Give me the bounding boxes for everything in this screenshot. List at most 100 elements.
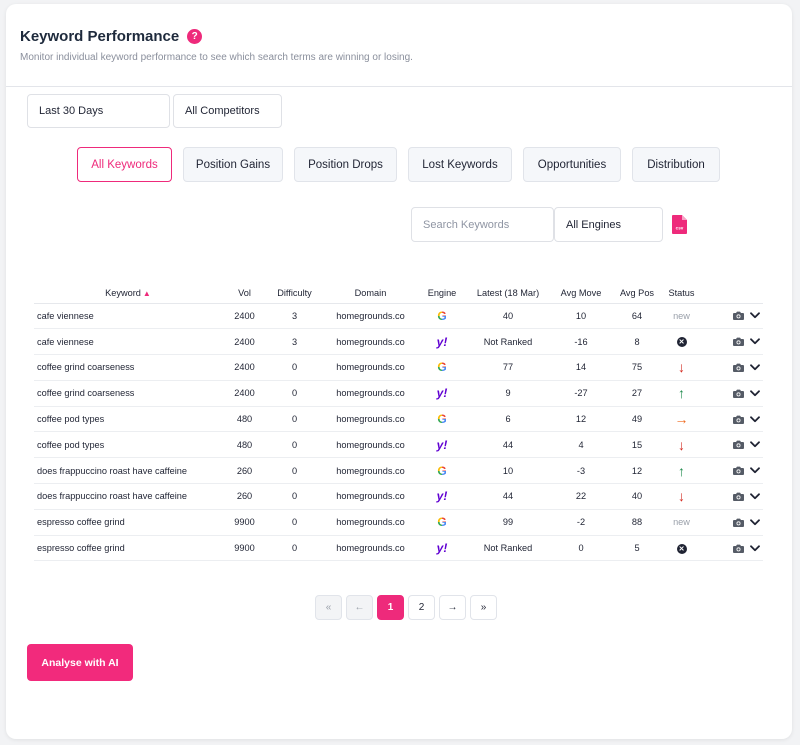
camera-icon[interactable]	[733, 363, 744, 372]
camera-icon[interactable]	[733, 337, 744, 347]
avg-move-cell: -27	[551, 380, 611, 407]
chevron-down-icon[interactable]	[750, 493, 760, 500]
next-page-button[interactable]: →	[439, 595, 466, 620]
col-vol[interactable]: Vol	[222, 283, 267, 304]
csv-export-icon[interactable]: csv	[672, 215, 687, 234]
engine-cell: G	[419, 406, 465, 433]
chevron-down-icon[interactable]	[750, 312, 760, 319]
google-icon: G	[437, 463, 447, 478]
help-icon[interactable]: ?	[187, 29, 203, 44]
page-1-button[interactable]: 1	[377, 595, 404, 620]
avg-pos-cell: 8	[611, 328, 663, 356]
avg-pos-cell: 40	[611, 483, 663, 510]
avg-move-cell: -16	[551, 328, 611, 356]
tab-lost-keywords[interactable]: Lost Keywords	[408, 147, 512, 182]
col-keyword-label: Keyword	[105, 287, 141, 298]
chevron-down-icon[interactable]	[750, 415, 760, 423]
difficulty-cell: 0	[267, 406, 322, 433]
avg-move-cell: 4	[551, 431, 611, 459]
table-row[interactable]: cafe viennese 2400 3 homegrounds.co G 40…	[34, 303, 763, 330]
avg-pos-cell: 12	[611, 457, 663, 485]
competitors-select[interactable]: All Competitors	[173, 94, 282, 128]
yahoo-icon: y!	[436, 541, 448, 556]
analyse-with-ai-button[interactable]: Analyse with AI	[27, 644, 133, 681]
camera-icon[interactable]	[733, 415, 744, 424]
prev-page-button[interactable]: ←	[346, 595, 373, 620]
tab-opportunities[interactable]: Opportunities	[523, 147, 621, 182]
camera-icon[interactable]	[733, 518, 744, 527]
camera-icon[interactable]	[733, 492, 744, 501]
avg-move-cell: -3	[551, 457, 611, 485]
chevron-down-icon[interactable]	[750, 467, 760, 474]
difficulty-cell: 0	[267, 509, 322, 536]
tab-position-gains[interactable]: Position Gains	[183, 147, 283, 182]
last-page-button[interactable]: »	[470, 595, 497, 620]
col-avg-move[interactable]: Avg Move	[551, 283, 611, 304]
col-engine[interactable]: Engine	[419, 283, 465, 304]
table-row[interactable]: coffee grind coarseness 2400 0 homegroun…	[34, 380, 763, 407]
chevron-down-icon[interactable]	[750, 390, 760, 397]
engines-select[interactable]: All Engines	[554, 207, 663, 242]
tab-bar: All Keywords Position Gains Position Dro…	[77, 147, 720, 182]
camera-icon[interactable]	[733, 311, 744, 321]
status-cell: ↓	[663, 431, 700, 459]
arrow-down-icon: ↓	[678, 488, 685, 505]
avg-pos-cell: 88	[611, 509, 663, 536]
chevron-down-icon[interactable]	[750, 441, 760, 448]
col-difficulty[interactable]: Difficulty	[267, 283, 322, 304]
keyword-cell: coffee pod types	[34, 406, 222, 433]
camera-icon[interactable]	[733, 466, 744, 476]
col-status[interactable]: Status	[663, 283, 700, 304]
vol-cell: 2400	[222, 354, 267, 381]
table-row[interactable]: espresso coffee grind 9900 0 homegrounds…	[34, 535, 763, 562]
table-row[interactable]: espresso coffee grind 9900 0 homegrounds…	[34, 509, 763, 536]
tab-all-keywords[interactable]: All Keywords	[77, 147, 172, 182]
engine-cell: G	[419, 509, 465, 536]
difficulty-cell: 0	[267, 380, 322, 407]
domain-cell: homegrounds.co	[322, 354, 419, 381]
keyword-performance-card: Keyword Performance ? Monitor individual…	[6, 4, 792, 739]
engine-cell: y!	[419, 535, 465, 562]
table-row[interactable]: coffee pod types 480 0 homegrounds.co G …	[34, 406, 763, 433]
col-domain[interactable]: Domain	[322, 283, 419, 304]
difficulty-cell: 0	[267, 457, 322, 485]
actions-cell	[700, 431, 763, 459]
status-cell: ✕	[663, 328, 700, 356]
tab-position-drops[interactable]: Position Drops	[294, 147, 397, 182]
search-keywords-input[interactable]	[411, 207, 554, 242]
table-row[interactable]: cafe viennese 2400 3 homegrounds.co y! N…	[34, 328, 763, 356]
camera-icon[interactable]	[733, 440, 744, 450]
status-cell: ✕	[663, 535, 700, 562]
table-row[interactable]: coffee pod types 480 0 homegrounds.co y!…	[34, 431, 763, 459]
table-row[interactable]: does frappuccino roast have caffeine 260…	[34, 483, 763, 510]
latest-cell: Not Ranked	[465, 535, 551, 562]
chevron-down-icon[interactable]	[750, 364, 760, 371]
difficulty-cell: 0	[267, 354, 322, 381]
camera-icon[interactable]	[733, 544, 744, 553]
domain-cell: homegrounds.co	[322, 406, 419, 433]
google-icon: G	[437, 360, 447, 375]
col-latest[interactable]: Latest (18 Mar)	[465, 283, 551, 304]
chevron-down-icon[interactable]	[750, 544, 760, 552]
status-cell: ↑	[663, 380, 700, 407]
keyword-cell: does frappuccino roast have caffeine	[34, 483, 222, 510]
vol-cell: 2400	[222, 303, 267, 330]
chevron-down-icon[interactable]	[750, 338, 760, 345]
page-2-button[interactable]: 2	[408, 595, 435, 620]
status-cell: ↓	[663, 354, 700, 381]
col-keyword[interactable]: Keyword ▲	[34, 283, 222, 304]
domain-cell: homegrounds.co	[322, 328, 419, 356]
tab-distribution[interactable]: Distribution	[632, 147, 720, 182]
chevron-down-icon[interactable]	[750, 519, 760, 526]
col-avg-pos[interactable]: Avg Pos	[611, 283, 663, 304]
date-range-select[interactable]: Last 30 Days	[27, 94, 170, 128]
first-page-button[interactable]: «	[315, 595, 342, 620]
yahoo-icon: y!	[436, 386, 448, 401]
table-row[interactable]: does frappuccino roast have caffeine 260…	[34, 457, 763, 485]
vol-cell: 480	[222, 431, 267, 459]
yahoo-icon: y!	[436, 437, 448, 452]
table-row[interactable]: coffee grind coarseness 2400 0 homegroun…	[34, 354, 763, 381]
engine-cell: G	[419, 457, 465, 485]
camera-icon[interactable]	[733, 389, 744, 398]
arrow-right-icon: →	[674, 411, 689, 428]
